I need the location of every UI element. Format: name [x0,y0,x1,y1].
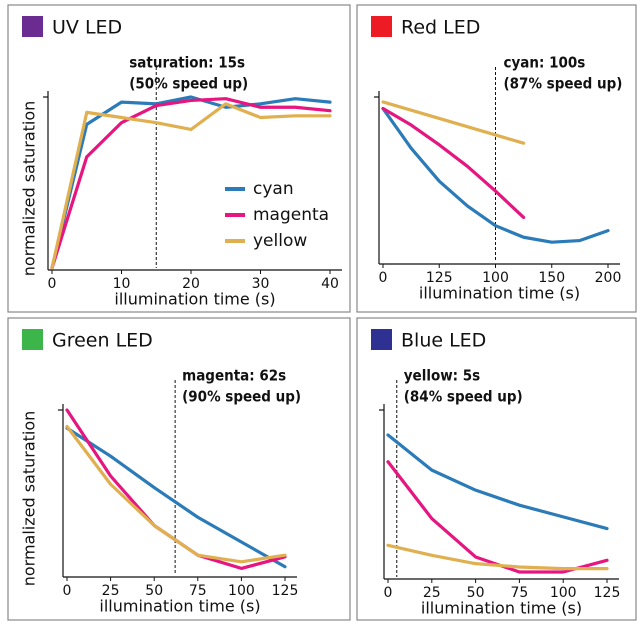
legend-label: yellow [253,231,307,251]
x-tick-label: 125 [594,585,621,601]
x-tick-label: 50 [145,583,163,599]
panel-title: Green LED [52,330,153,352]
x-axis-label: illumination time (s) [114,290,275,309]
series-line [381,106,610,244]
x-tick-label: 25 [102,583,120,599]
x-tick-label: 30 [252,276,270,292]
annotation: (87% speed up) [504,75,623,93]
y-axis-label: normalized saturation [20,101,39,277]
series-line [50,102,332,270]
panel-title: Red LED [401,17,480,39]
x-tick-label: 0 [379,270,388,286]
annotation: cyan: 100s [504,54,586,72]
x-tick-label: 200 [595,270,622,286]
x-tick-label: 0 [384,585,393,601]
x-tick-label: 40 [321,276,339,292]
series-line [386,543,609,571]
panel-frame [7,317,351,621]
series-line [65,424,287,564]
series-line [65,426,287,569]
x-tick-label: 125 [426,270,453,286]
x-tick-label: 100 [228,583,255,599]
x-axis-label: illumination time (s) [421,599,582,618]
x-tick-label: 125 [272,583,299,599]
panel-title: Blue LED [401,330,486,352]
x-tick-label: 100 [482,270,509,286]
x-axis-label: illumination time (s) [419,284,580,303]
series-line [65,408,287,570]
series-line [50,95,332,270]
x-axis-label: illumination time (s) [99,597,260,616]
legend-label: cyan [253,179,294,199]
x-tick-label: 0 [63,583,72,599]
title-swatch [22,329,43,350]
annotation: (90% speed up) [182,388,301,406]
series-line [386,460,609,574]
legend-label: magenta [253,205,329,225]
series-line [381,100,526,145]
x-tick-label: 150 [538,270,565,286]
title-swatch [22,16,43,37]
x-tick-label: 100 [550,585,577,601]
annotation: magenta: 62s [182,367,286,385]
panel-title: UV LED [52,17,122,39]
panel-frame [356,317,637,621]
x-tick-label: 75 [510,585,528,601]
annotation: (84% speed up) [404,388,523,406]
series-line [381,106,526,220]
panel-frame [356,4,637,313]
panel-frame [7,4,351,313]
title-swatch [371,329,392,350]
y-axis-label: normalized saturation [20,411,39,587]
series-line [50,97,332,270]
series-line [386,433,609,531]
annotation: (50% speed up) [129,75,248,93]
annotation: saturation: 15s [129,54,245,72]
x-tick-label: 75 [189,583,207,599]
x-tick-label: 25 [423,585,441,601]
x-tick-label: 0 [48,276,57,292]
x-tick-label: 10 [113,276,131,292]
x-tick-label: 50 [467,585,485,601]
x-tick-label: 20 [182,276,200,292]
annotation: yellow: 5s [404,367,480,385]
title-swatch [371,16,392,37]
